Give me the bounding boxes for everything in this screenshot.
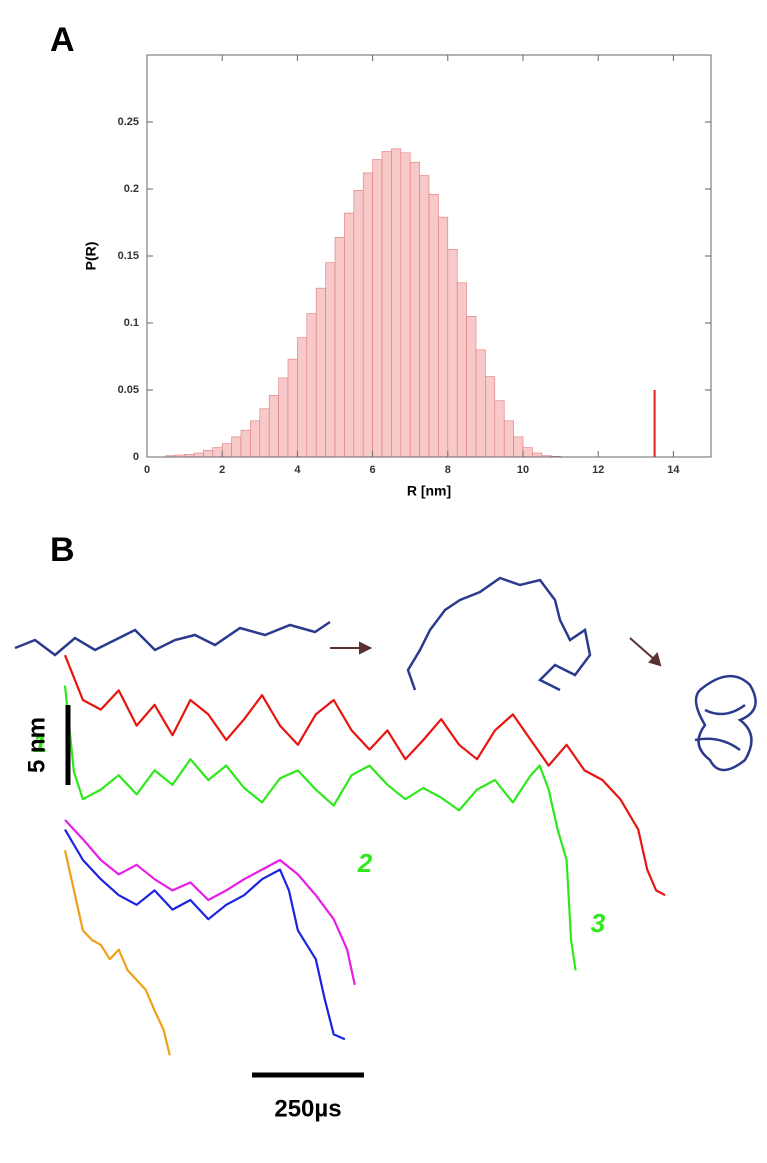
bar [344,212,355,458]
molecule-illustrations [14,576,757,772]
trajectory [63,654,666,897]
bar [532,452,543,458]
bar [362,172,373,458]
bar [315,287,326,458]
trajectory [63,850,171,1056]
bar [278,377,289,458]
x-tick-label: 0 [144,464,150,476]
y-tick-label: 0.25 [118,116,139,128]
bar [381,151,392,458]
panel-label: B [50,531,75,569]
bar [203,449,214,458]
bar [353,190,364,458]
bar [400,152,411,458]
bar [221,443,232,458]
trajectory-label: 1 [33,728,47,758]
bar [503,420,514,458]
bar [306,313,317,458]
x-tick-label: 4 [294,464,301,476]
bar [212,447,223,458]
x-tick-label: 14 [667,464,680,476]
trajectory [63,685,577,971]
y-tick-label: 0.1 [124,317,139,329]
panel-label: A [50,21,75,59]
y-tick-label: 0.05 [118,384,139,396]
bar [372,159,383,458]
bar [297,337,308,458]
bar [240,429,251,458]
bar [438,216,449,458]
x-tick-label: 2 [219,464,225,476]
bar [522,447,533,458]
arrow [629,637,656,661]
arrow-head [359,641,373,655]
trajectory [64,829,346,1041]
x-tick-label: 6 [370,464,376,476]
bar [494,400,505,458]
bar [250,420,261,458]
x-tick-label: 10 [517,464,529,476]
bar [485,376,496,458]
bar [391,148,402,458]
bar [409,161,420,458]
bar [447,249,458,458]
trajectory-label: 2 [357,848,373,878]
trajectory-label: 3 [591,908,606,938]
x-tick-label: 12 [592,464,604,476]
bar [259,408,270,458]
bar [231,436,242,458]
bar [513,436,524,458]
arrows [330,637,662,667]
scale-bar-label: 250µs [274,1095,341,1122]
extended-chain [14,620,331,657]
arrow-head [648,651,662,667]
bar [419,175,430,458]
y-axis-label: P(R) [83,242,99,271]
bar [466,315,477,458]
bar [428,194,439,458]
bar [456,282,467,458]
bar [193,452,204,458]
bar [325,262,336,458]
bar [475,349,486,458]
bar [287,358,298,458]
intermediate-chain [406,576,592,692]
bar [334,236,345,458]
collapsed-chain [694,675,757,772]
y-tick-label: 0.15 [118,250,139,262]
bar [268,395,279,458]
scale-bar-label: 5 nm [23,717,50,773]
y-tick-label: 0 [133,451,139,463]
x-tick-label: 8 [445,464,451,476]
trajectory [64,819,356,986]
x-axis-label: R [nm] [407,483,451,499]
y-tick-label: 0.2 [124,183,139,195]
